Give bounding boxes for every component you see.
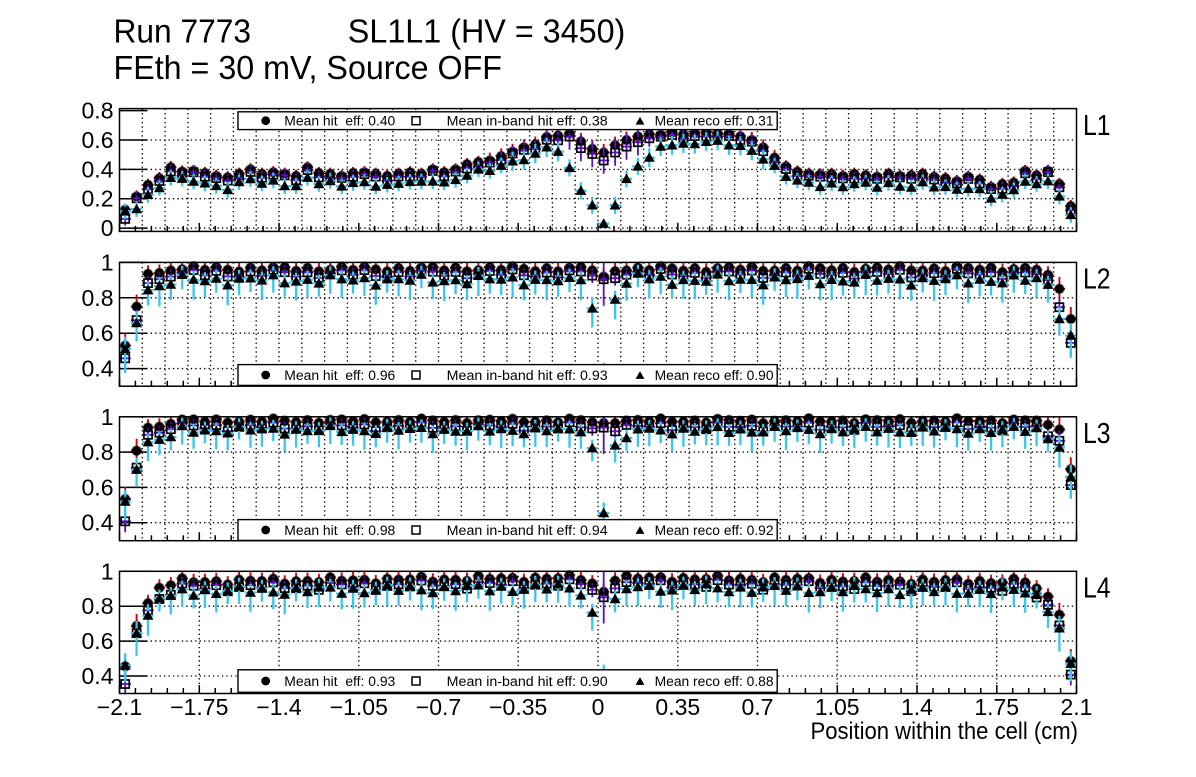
- svg-text:Mean reco eff: 0.92: Mean reco eff: 0.92: [655, 523, 774, 539]
- svg-text:Position within the cell (cm): Position within the cell (cm): [811, 718, 1079, 745]
- svg-text:Mean hit eff: 0.98: Mean hit eff: 0.98: [284, 523, 395, 539]
- svg-text:2.1: 2.1: [1061, 694, 1093, 720]
- svg-text:−0.35: −0.35: [489, 694, 547, 720]
- svg-text:−1.4: −1.4: [256, 694, 302, 720]
- svg-text:Run 7773: Run 7773: [114, 12, 252, 49]
- svg-text:Mean in-band hit eff: 0.94: Mean in-band hit eff: 0.94: [447, 523, 608, 539]
- svg-text:0.6: 0.6: [82, 127, 114, 153]
- svg-text:0.8: 0.8: [82, 593, 114, 619]
- svg-text:0.4: 0.4: [82, 663, 114, 689]
- svg-text:0.4: 0.4: [82, 356, 114, 382]
- svg-text:0.6: 0.6: [82, 628, 114, 654]
- svg-text:1.4: 1.4: [901, 694, 933, 720]
- svg-text:Mean reco eff: 0.88: Mean reco eff: 0.88: [655, 674, 774, 690]
- svg-text:Mean in-band hit eff: 0.93: Mean in-band hit eff: 0.93: [447, 368, 608, 384]
- svg-text:Mean reco eff: 0.90: Mean reco eff: 0.90: [655, 368, 774, 384]
- svg-text:−1.05: −1.05: [330, 694, 388, 720]
- svg-text:1.05: 1.05: [815, 694, 860, 720]
- svg-text:Mean hit eff: 0.93: Mean hit eff: 0.93: [284, 674, 395, 690]
- svg-text:FEth = 30 mV, Source OFF: FEth = 30 mV, Source OFF: [114, 49, 503, 86]
- svg-text:1.75: 1.75: [974, 694, 1019, 720]
- svg-text:Mean hit eff: 0.96: Mean hit eff: 0.96: [284, 368, 395, 384]
- svg-text:0.8: 0.8: [82, 285, 114, 311]
- svg-text:0.4: 0.4: [82, 156, 114, 182]
- svg-text:−0.7: −0.7: [416, 694, 461, 720]
- svg-text:Mean reco eff: 0.31: Mean reco eff: 0.31: [655, 114, 774, 130]
- svg-text:SL1L1 (HV = 3450): SL1L1 (HV = 3450): [348, 12, 626, 49]
- svg-text:0.6: 0.6: [82, 320, 114, 346]
- svg-text:0.35: 0.35: [655, 694, 700, 720]
- svg-text:L4: L4: [1083, 573, 1111, 605]
- svg-text:0.8: 0.8: [82, 98, 114, 124]
- svg-text:1: 1: [101, 249, 114, 275]
- svg-text:L1: L1: [1083, 110, 1111, 142]
- svg-text:0.7: 0.7: [742, 694, 774, 720]
- svg-text:1: 1: [101, 558, 114, 584]
- svg-text:0: 0: [592, 694, 605, 720]
- svg-text:L2: L2: [1083, 264, 1111, 296]
- svg-text:−2.1: −2.1: [97, 694, 142, 720]
- svg-text:0.6: 0.6: [82, 474, 114, 500]
- svg-text:Mean in-band hit eff: 0.38: Mean in-band hit eff: 0.38: [447, 114, 608, 130]
- svg-text:Mean hit eff: 0.40: Mean hit eff: 0.40: [284, 114, 395, 130]
- svg-text:0.8: 0.8: [82, 439, 114, 465]
- svg-text:0: 0: [101, 215, 114, 241]
- svg-text:−1.75: −1.75: [170, 694, 228, 720]
- svg-text:0.2: 0.2: [82, 186, 114, 212]
- svg-text:L3: L3: [1083, 418, 1111, 450]
- svg-text:0.4: 0.4: [82, 510, 114, 536]
- svg-text:1: 1: [101, 404, 114, 430]
- svg-text:Mean in-band hit eff: 0.90: Mean in-band hit eff: 0.90: [447, 674, 608, 690]
